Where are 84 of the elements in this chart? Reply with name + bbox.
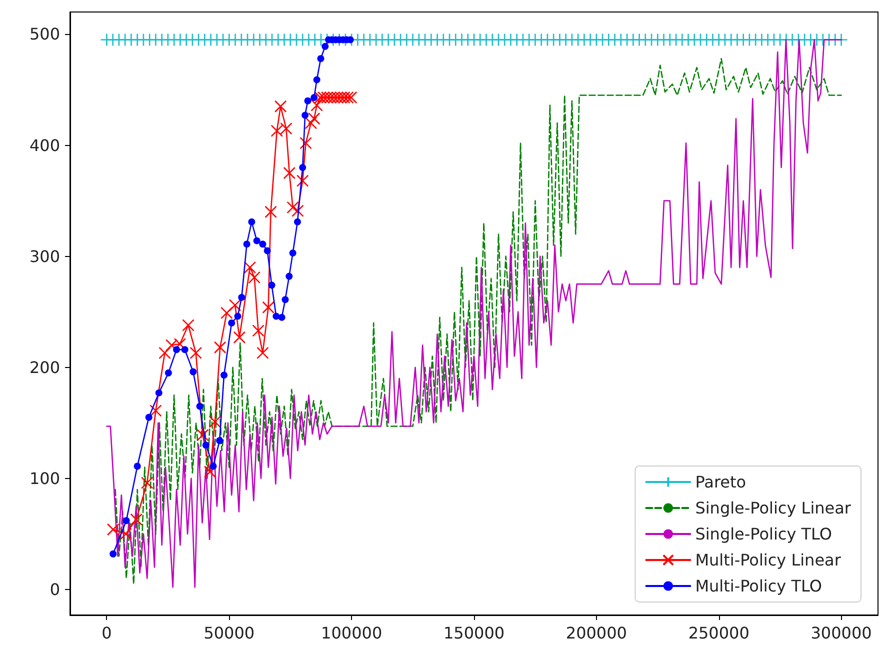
y-tick-label: 400 <box>29 136 60 155</box>
point <box>264 247 271 254</box>
point <box>248 271 261 284</box>
point <box>233 331 246 344</box>
point <box>300 136 312 150</box>
point <box>208 416 222 428</box>
point <box>122 517 130 524</box>
point <box>274 100 287 113</box>
point <box>304 97 312 104</box>
point <box>181 346 188 354</box>
point <box>214 341 226 354</box>
point <box>264 206 277 218</box>
x-tick-label: 0 <box>102 624 112 642</box>
point <box>272 312 280 320</box>
legend-label: Multi-Policy Linear <box>695 550 842 570</box>
point <box>256 346 269 360</box>
y-tick-label: 100 <box>29 468 60 488</box>
point <box>310 99 323 112</box>
point <box>259 240 266 248</box>
point <box>106 523 120 536</box>
point <box>248 218 256 226</box>
point <box>310 94 318 102</box>
y-tick-label: 500 <box>29 24 60 44</box>
point <box>296 174 309 187</box>
point <box>216 437 224 444</box>
point <box>268 282 276 289</box>
point <box>243 240 250 248</box>
point <box>145 414 152 421</box>
x-tick-label: 250000 <box>688 624 750 642</box>
point <box>244 261 256 274</box>
point <box>282 296 289 304</box>
point <box>155 389 162 396</box>
point <box>182 319 194 332</box>
x-tick-label: 150000 <box>443 624 505 642</box>
y-tick-label: 200 <box>29 358 60 377</box>
point <box>228 299 242 312</box>
point <box>294 218 301 226</box>
point <box>134 462 141 470</box>
point <box>238 294 246 301</box>
point <box>302 112 309 119</box>
y-tick-label: 0 <box>50 580 60 599</box>
point <box>196 402 204 410</box>
point <box>196 428 209 442</box>
point <box>322 42 329 50</box>
point <box>317 55 324 62</box>
point <box>286 201 299 214</box>
point <box>278 314 286 321</box>
point <box>140 476 154 489</box>
point <box>299 164 306 171</box>
point <box>202 442 210 449</box>
point <box>110 550 117 558</box>
point <box>228 319 236 326</box>
point <box>190 346 202 360</box>
x-tick-label: 200000 <box>566 624 627 642</box>
x-tick-label: 100000 <box>321 624 382 642</box>
point <box>158 346 171 360</box>
point <box>252 324 264 337</box>
point <box>190 368 197 376</box>
point <box>220 306 233 320</box>
point <box>210 462 217 470</box>
point <box>164 369 172 376</box>
point <box>292 204 304 217</box>
legend-label: Pareto <box>695 472 746 492</box>
point <box>286 272 293 280</box>
point <box>289 249 296 256</box>
point <box>262 301 274 314</box>
point <box>234 312 242 320</box>
point <box>173 346 180 354</box>
point <box>308 112 320 125</box>
point <box>313 76 320 84</box>
point <box>220 372 228 379</box>
point <box>304 116 318 130</box>
point <box>253 237 260 244</box>
point <box>120 528 132 540</box>
legend-label: Single-Policy TLO <box>695 524 832 544</box>
legend-label: Multi-Policy TLO <box>695 576 822 596</box>
point <box>150 404 162 417</box>
point <box>204 466 216 478</box>
point <box>283 166 296 180</box>
x-tick-label: 300000 <box>810 624 872 642</box>
x-tick-label: 50000 <box>204 624 255 642</box>
legend-label: Single-Policy Linear <box>695 498 852 518</box>
y-tick-label: 300 <box>29 246 60 266</box>
point <box>130 513 143 526</box>
